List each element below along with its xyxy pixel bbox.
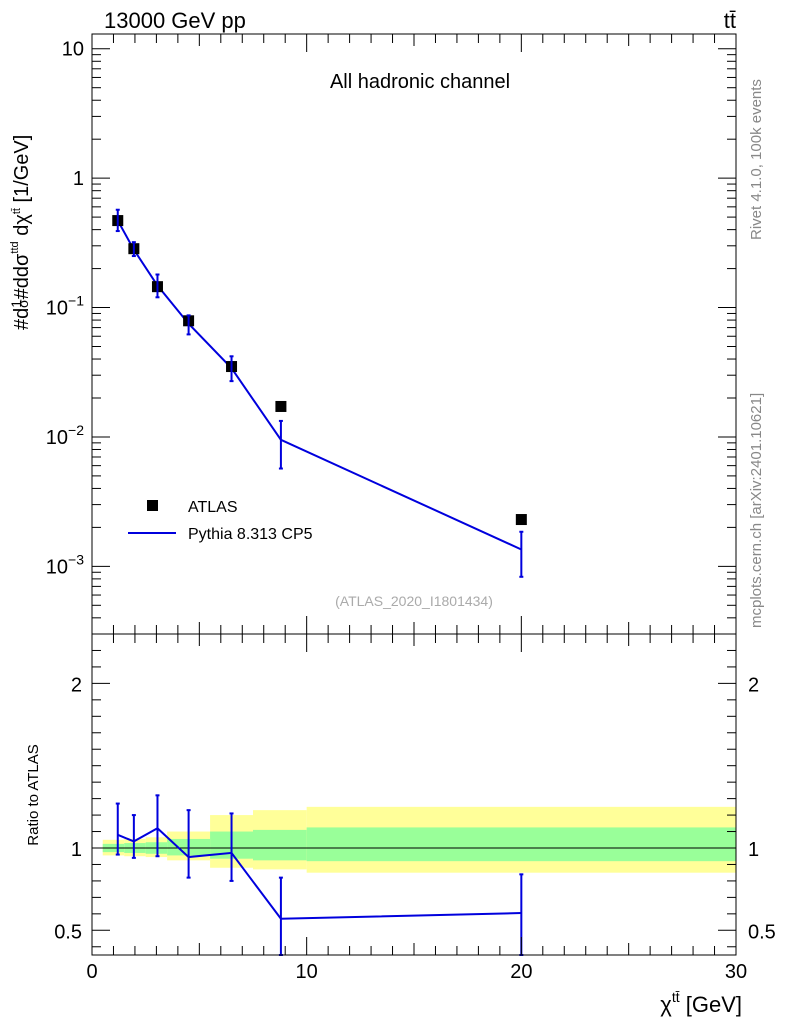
main-y-axis-label: #d1σ#ddσttd dχtt̄ [1/GeV] xyxy=(8,135,33,330)
ratio-y-tick-label: 0.5 xyxy=(54,921,82,943)
main-mc-line xyxy=(116,220,522,551)
atlas-data-point xyxy=(515,514,527,526)
main-y-tick-label: 10−2 xyxy=(46,422,84,449)
ratio-axes: 0.5 0.51 12 20 10 20 30 xyxy=(54,633,776,983)
channel-title: All hadronic channel xyxy=(330,71,510,93)
main-mc-error-bars xyxy=(115,208,524,578)
x-tick-label: 0 xyxy=(86,961,97,983)
ratio-y-tick-label: 2 xyxy=(71,674,82,696)
main-y-tick-label: 10−1 xyxy=(46,293,84,320)
ratio-y-tick-label-right: 2 xyxy=(748,674,759,696)
legend-atlas-label: ATLAS xyxy=(188,499,238,516)
rivet-version-label: Rivet 4.1.0, 100k events xyxy=(748,79,765,240)
ratio-y-tick-label: 1 xyxy=(71,839,82,861)
main-y-axis-label-text: #d1σ#ddσttd dχtt̄ [1/GeV] xyxy=(8,135,33,330)
legend: ATLAS Pythia 8.313 CP5 xyxy=(128,499,313,543)
atlas-data-point xyxy=(275,400,287,412)
ratio-y-axis-label: Ratio to ATLAS xyxy=(25,744,42,845)
ratio-green-band xyxy=(306,827,736,862)
main-y-tick-label: 10−3 xyxy=(46,551,84,578)
legend-pythia-label: Pythia 8.313 CP5 xyxy=(188,526,313,543)
ratio-green-band xyxy=(253,829,307,861)
main-axes: 10−3 10−2 10−1 1 10 xyxy=(46,33,737,635)
legend-atlas-marker xyxy=(147,500,158,511)
process-label: tt̄ xyxy=(724,8,736,33)
ratio-uncertainty-bands xyxy=(102,806,736,873)
ratio-y-tick-label-right: 0.5 xyxy=(748,921,776,943)
main-pythia-line xyxy=(116,220,522,551)
x-axis-label: χtt̄ [GeV] xyxy=(660,989,742,1017)
x-tick-label: 30 xyxy=(725,961,747,983)
main-y-tick-label: 10 xyxy=(62,39,84,61)
collision-label: 13000 GeV pp xyxy=(104,8,246,33)
ratio-y-tick-label-right: 1 xyxy=(748,839,759,861)
ratio-frame xyxy=(91,633,737,956)
main-y-tick-label: 1 xyxy=(73,168,84,190)
analysis-id: (ATLAS_2020_I1801434) xyxy=(335,593,493,609)
mcplots-label: mcplots.cern.ch [arXiv:2401.10621] xyxy=(748,393,765,628)
main-data-markers xyxy=(112,215,527,526)
x-tick-label: 10 xyxy=(296,961,318,983)
x-tick-label: 20 xyxy=(510,961,532,983)
